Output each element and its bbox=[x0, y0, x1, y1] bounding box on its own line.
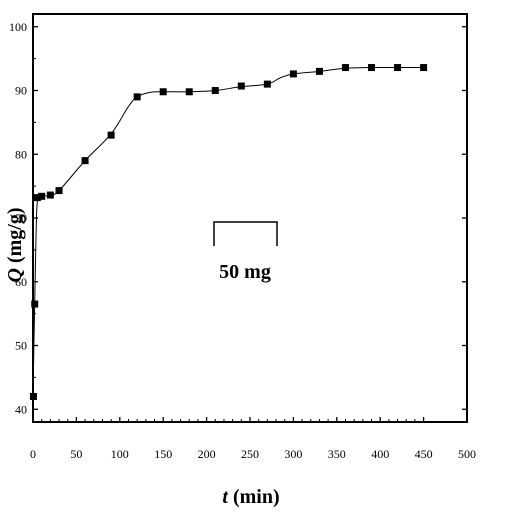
y-tick-label: 40 bbox=[15, 402, 27, 416]
data-point bbox=[315, 67, 323, 75]
data-point bbox=[211, 87, 219, 94]
data-point bbox=[368, 64, 376, 72]
annotation-bracket bbox=[213, 221, 278, 246]
y-tick-label: 80 bbox=[15, 147, 27, 161]
ticks: 0 50 100 150 200 250 300 350 400 450 500 40 50 60 70 80… bbox=[9, 20, 476, 461]
y-tick-label: 70 bbox=[15, 211, 27, 225]
x-tick-label: 450 bbox=[415, 447, 433, 461]
x-tick-label: 500 bbox=[458, 447, 476, 461]
fit-curve-layer bbox=[32, 67, 424, 400]
data-point bbox=[107, 131, 115, 139]
data-point bbox=[81, 157, 89, 165]
annotation-50mg: 50 mg bbox=[213, 221, 278, 283]
y-tick-label: 90 bbox=[15, 84, 27, 98]
data-point bbox=[46, 191, 54, 199]
data-point bbox=[341, 64, 349, 72]
x-axis-unit: (min) bbox=[233, 486, 280, 508]
data-point bbox=[133, 93, 141, 101]
data-point bbox=[55, 187, 63, 195]
y-tick-label: 100 bbox=[9, 20, 27, 34]
x-tick-label: 250 bbox=[241, 447, 259, 461]
y-axis-variable: Q bbox=[4, 268, 26, 282]
x-tick-label: 200 bbox=[198, 447, 216, 461]
axes bbox=[32, 13, 468, 423]
y-tick-label: 50 bbox=[15, 339, 27, 353]
data-point bbox=[263, 80, 271, 88]
data-point bbox=[31, 300, 39, 308]
y-axis-unit: (mg/g) bbox=[4, 208, 26, 264]
data-point bbox=[420, 64, 428, 72]
x-axis-title: t (min) bbox=[222, 486, 279, 508]
fit-curve bbox=[32, 67, 424, 400]
data-point bbox=[159, 88, 167, 96]
y-axis-title: Q (mg/g) bbox=[4, 208, 26, 283]
plot-frame bbox=[32, 13, 468, 423]
data-point bbox=[289, 70, 297, 78]
data-point bbox=[185, 88, 193, 96]
x-tick-label: 350 bbox=[328, 447, 346, 461]
x-tick-label: 100 bbox=[111, 447, 129, 461]
data-point bbox=[38, 192, 46, 200]
y-tick-label: 60 bbox=[15, 275, 27, 289]
data-point bbox=[237, 82, 245, 90]
annotation-label: 50 mg bbox=[219, 261, 271, 283]
data-point bbox=[29, 393, 37, 400]
x-tick-label: 0 bbox=[30, 447, 36, 461]
x-tick-label: 50 bbox=[70, 447, 82, 461]
data-points bbox=[29, 64, 428, 400]
x-tick-label: 400 bbox=[371, 447, 389, 461]
data-point bbox=[394, 64, 402, 72]
x-tick-label: 300 bbox=[284, 447, 302, 461]
x-tick-label: 150 bbox=[154, 447, 172, 461]
data-point bbox=[33, 194, 41, 202]
x-axis-variable: t bbox=[222, 486, 229, 508]
